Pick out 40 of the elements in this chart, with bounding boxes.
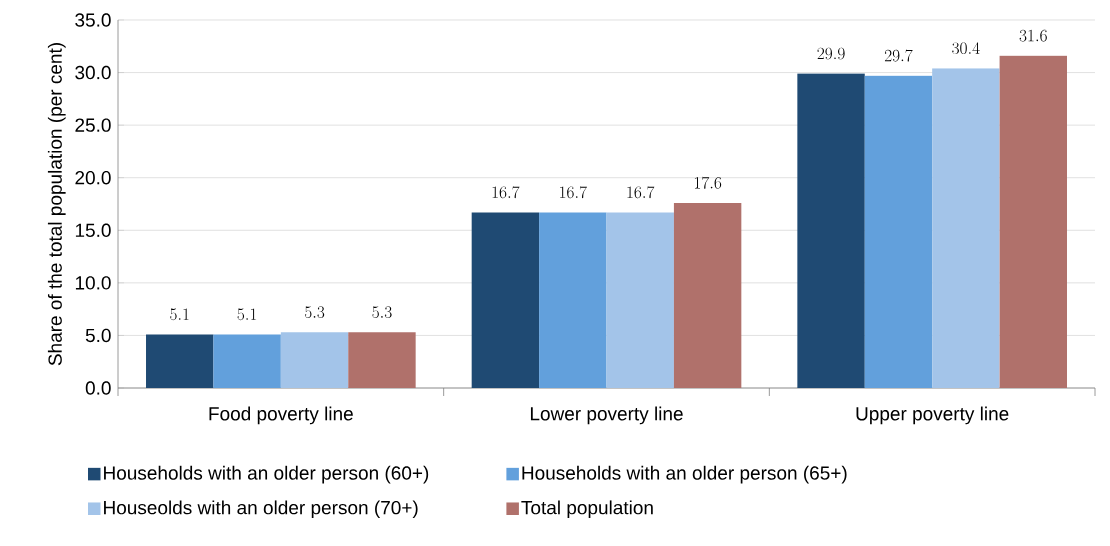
x-tick-label: Food poverty line [209, 406, 353, 425]
x-tick-label: Lower poverty line [530, 406, 683, 425]
data-label: 16.7 [627, 186, 655, 199]
y-tick-label: 30.0 [75, 65, 111, 80]
data-label: 16.7 [492, 186, 520, 199]
data-label: 5.3 [372, 306, 392, 319]
bar [471, 212, 540, 388]
data-label: 30.4 [952, 42, 980, 55]
bar [213, 334, 281, 388]
legend-label: Households with an older person (65+) [522, 465, 847, 484]
bar [606, 212, 674, 388]
data-label: 5. 1 [237, 308, 257, 321]
y-tick-label: 5.0 [85, 328, 111, 343]
data-label: 29.7 [884, 49, 913, 62]
legend-label: Households with an older person (60+) [104, 465, 429, 484]
data-label: 5. 1 [170, 308, 189, 321]
bar [864, 75, 933, 388]
bar [673, 202, 742, 388]
data-label: 29.9 [817, 47, 845, 60]
y-tick-label: 35.0 [75, 13, 111, 27]
bar [999, 55, 1067, 388]
legend-label: Total population [521, 500, 653, 519]
y-tick-label: 15.0 [75, 223, 111, 238]
data-label: 31 .6 [1019, 29, 1047, 42]
bar [348, 332, 416, 388]
data-label: 17.6 [694, 176, 722, 189]
x-tick-label: Upper poverty line [856, 406, 1009, 425]
bar [280, 332, 349, 388]
bar [932, 68, 1000, 388]
y-tick-label: 20.0 [75, 170, 111, 185]
data-label: 5.3 [304, 306, 325, 319]
y-axis-title: Share of the total population (per cent) [47, 43, 66, 366]
y-tick-label: 25.0 [75, 118, 111, 132]
data-label: 16.7 [560, 186, 587, 199]
legend-label: Houseolds with an older person (70+) [104, 500, 418, 519]
y-tick-label: 10.0 [75, 276, 111, 290]
bar [797, 73, 865, 388]
y-tick-label: 0.0 [85, 381, 111, 395]
bar [539, 212, 607, 388]
bar [146, 334, 214, 388]
